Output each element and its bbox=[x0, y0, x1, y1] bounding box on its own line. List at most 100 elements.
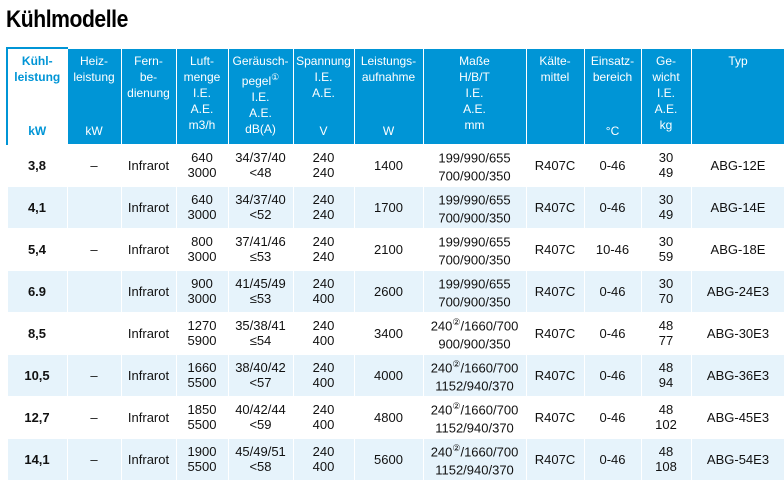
refrigerant-cell: R407C bbox=[525, 437, 585, 481]
footnote-marker: ① bbox=[271, 71, 280, 82]
operating-range-cell: 0-46 bbox=[583, 185, 642, 229]
dimensions-cell: 240②/1660/700 1152/940/370 bbox=[422, 353, 527, 397]
airflow-cell-line: 3000 bbox=[187, 165, 217, 180]
airflow-cell: 1850 5500 bbox=[175, 395, 229, 439]
dimensions-cell: 199/990/655 700/900/350 bbox=[422, 269, 527, 313]
column-header: Luft-menge I.E. A.E. m3/h bbox=[175, 47, 229, 145]
weight-cell: 30 59 bbox=[640, 227, 692, 271]
heating-capacity-cell bbox=[66, 269, 122, 313]
dimensions-line: 1152/940/370 bbox=[424, 375, 526, 393]
weight-cell-line: 108 bbox=[655, 459, 677, 474]
weight-cell-line: 30 bbox=[658, 234, 674, 249]
column-header-line: A.E. bbox=[312, 85, 335, 100]
airflow-cell: 640 3000 bbox=[175, 143, 229, 187]
column-header-line: A.E. bbox=[654, 101, 678, 116]
column-header-line: Typ bbox=[728, 53, 748, 68]
power-input-cell: 5600 bbox=[353, 437, 424, 481]
cooling-capacity-cell: 14,1 bbox=[6, 437, 68, 481]
dimensions-part: /1660/700 bbox=[460, 318, 519, 333]
dimensions-line: 240②/1660/700 bbox=[424, 441, 526, 459]
noise-level-cell: 41/45/49 ≤53 bbox=[227, 269, 294, 313]
column-header: Leistungs-aufnahme W bbox=[353, 47, 424, 145]
weight-cell-line: 49 bbox=[658, 165, 674, 180]
weight-cell: 48 94 bbox=[640, 353, 692, 397]
operating-range-cell: 0-46 bbox=[583, 269, 642, 313]
voltage-cell-line: 240 bbox=[312, 444, 335, 459]
column-header-line: I.E. bbox=[465, 85, 484, 100]
noise-level-cell-line: <59 bbox=[249, 417, 272, 432]
voltage-cell-line: 240 bbox=[312, 360, 335, 375]
column-unit: kW bbox=[28, 123, 47, 138]
column-header-line: I.E. bbox=[192, 85, 211, 100]
dimensions-line: 700/900/350 bbox=[424, 207, 526, 225]
airflow-cell: 800 3000 bbox=[175, 227, 229, 271]
noise-level-cell-line: 41/45/49 bbox=[235, 276, 286, 291]
noise-level-cell-line: <52 bbox=[249, 207, 272, 222]
noise-level-cell-line: <48 bbox=[249, 165, 272, 180]
dimensions-cell: 199/990/655 700/900/350 bbox=[422, 227, 527, 271]
heating-capacity-cell: – bbox=[66, 437, 122, 481]
remote-control-cell: Infrarot bbox=[120, 437, 177, 481]
model-type-cell: ABG-36E3 bbox=[690, 353, 784, 397]
voltage-cell-line: 240 bbox=[312, 402, 335, 417]
power-input-cell: 3400 bbox=[353, 311, 424, 355]
noise-level-cell: 35/38/41 ≤54 bbox=[227, 311, 294, 355]
voltage-cell: 240 400 bbox=[292, 395, 355, 439]
voltage-cell-line: 240 bbox=[312, 249, 335, 264]
voltage-cell-line: 240 bbox=[312, 276, 335, 291]
model-type-cell: ABG-12E bbox=[690, 143, 784, 187]
voltage-cell: 240 400 bbox=[292, 311, 355, 355]
noise-level-cell-line: <57 bbox=[249, 375, 272, 390]
weight-cell-line: 59 bbox=[658, 249, 674, 264]
voltage-cell-line: 240 bbox=[312, 192, 335, 207]
voltage-cell: 240 240 bbox=[292, 185, 355, 229]
voltage-cell-line: 240 bbox=[312, 207, 335, 222]
column-header-line: Geräusch- bbox=[232, 53, 289, 68]
voltage-cell-line: 240 bbox=[312, 318, 335, 333]
column-header-line: Ge- bbox=[655, 53, 676, 68]
column-header-line: pegel bbox=[241, 73, 272, 88]
weight-cell-line: 70 bbox=[658, 291, 674, 306]
weight-cell: 30 49 bbox=[640, 143, 692, 187]
heating-capacity-cell bbox=[66, 185, 122, 229]
noise-level-cell-line: ≤54 bbox=[249, 333, 272, 348]
heating-capacity-cell: – bbox=[66, 143, 122, 187]
weight-cell-line: 77 bbox=[658, 333, 674, 348]
refrigerant-cell: R407C bbox=[525, 269, 585, 313]
weight-cell-line: 48 bbox=[658, 360, 674, 375]
noise-level-cell-line: 34/37/40 bbox=[235, 192, 286, 207]
column-header-line: aufnahme bbox=[361, 69, 416, 84]
weight-cell-line: 48 bbox=[658, 444, 674, 459]
footnote-marker: ② bbox=[452, 358, 461, 369]
refrigerant-cell: R407C bbox=[525, 353, 585, 397]
dimensions-part: 240 bbox=[430, 444, 453, 459]
voltage-cell-line: 400 bbox=[312, 375, 335, 390]
column-header-line: dienung bbox=[127, 85, 170, 100]
noise-level-cell-line: 37/41/46 bbox=[235, 234, 286, 249]
voltage-cell-line: 400 bbox=[312, 291, 335, 306]
dimensions-line: 700/900/350 bbox=[424, 165, 526, 183]
airflow-cell-line: 1850 bbox=[187, 402, 217, 417]
weight-cell: 48 77 bbox=[640, 311, 692, 355]
refrigerant-cell: R407C bbox=[525, 311, 585, 355]
dimensions-line: 1152/940/370 bbox=[424, 417, 526, 435]
dimensions-part: 199/990/655 bbox=[438, 234, 511, 249]
noise-level-cell: 40/42/44 <59 bbox=[227, 395, 294, 439]
column-unit: V bbox=[319, 123, 328, 138]
airflow-cell-line: 3000 bbox=[187, 291, 217, 306]
weight-cell-line: 48 bbox=[658, 318, 674, 333]
airflow-cell: 1660 5500 bbox=[175, 353, 229, 397]
power-input-cell: 4800 bbox=[353, 395, 424, 439]
column-header: Typ bbox=[690, 47, 784, 145]
airflow-cell: 1270 5900 bbox=[175, 311, 229, 355]
airflow-cell-line: 5500 bbox=[187, 417, 217, 432]
dimensions-cell: 199/990/655 700/900/350 bbox=[422, 143, 527, 187]
airflow-cell-line: 3000 bbox=[187, 207, 217, 222]
column-header-line: kg bbox=[659, 117, 673, 132]
dimensions-cell: 240②/1660/700 1152/940/370 bbox=[422, 395, 527, 439]
cooling-capacity-cell: 3,8 bbox=[6, 143, 68, 187]
noise-level-cell-line: ≤53 bbox=[249, 249, 272, 264]
airflow-cell-line: 640 bbox=[191, 150, 213, 165]
noise-level-cell-line: <58 bbox=[249, 459, 272, 474]
column-header-line: Leistungs- bbox=[360, 53, 417, 68]
